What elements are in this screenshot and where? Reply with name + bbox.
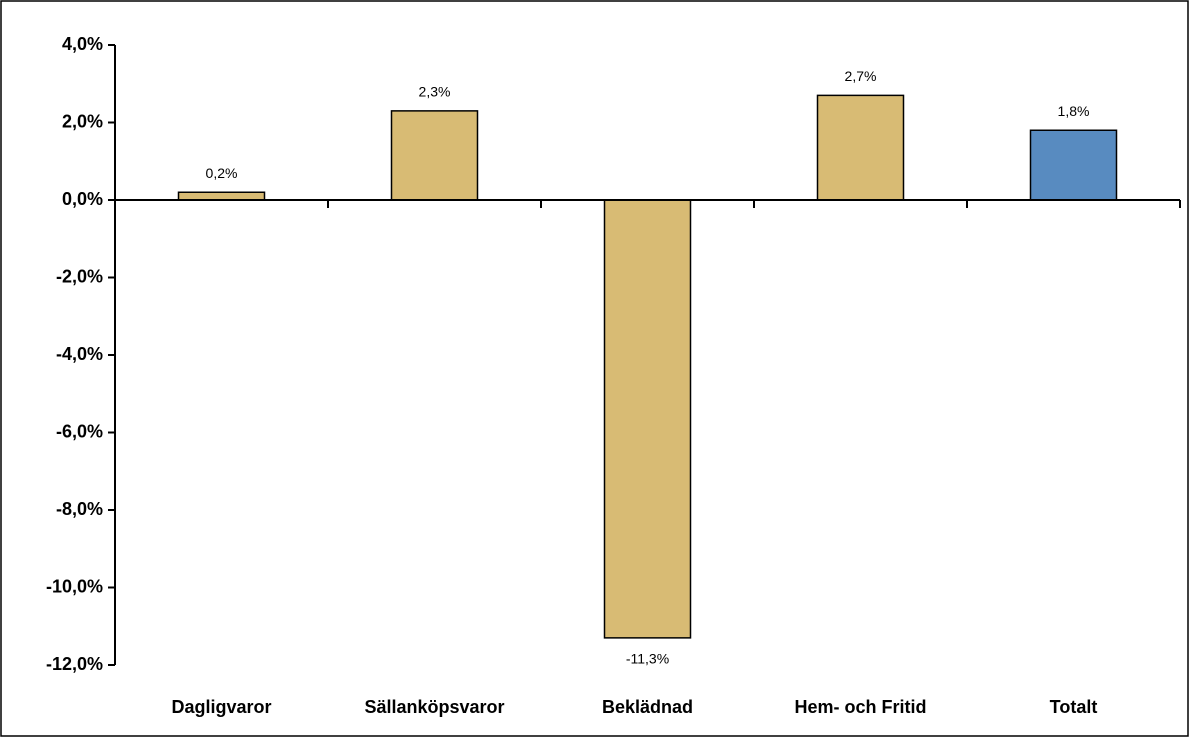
x-tick-label: Totalt xyxy=(1050,697,1098,717)
y-tick-label: 4,0% xyxy=(62,34,103,54)
x-tick-label: Hem- och Fritid xyxy=(794,697,926,717)
data-label: 0,2% xyxy=(206,165,238,181)
y-tick-label: 0,0% xyxy=(62,189,103,209)
bar xyxy=(177,191,266,201)
x-tick-label: Dagligvaror xyxy=(171,697,271,717)
data-label: 2,3% xyxy=(419,84,451,100)
x-tick-label: Beklädnad xyxy=(602,697,693,717)
y-tick-label: 2,0% xyxy=(62,111,103,131)
bar xyxy=(603,199,692,639)
y-tick-label: -2,0% xyxy=(56,266,103,286)
y-tick-label: -8,0% xyxy=(56,499,103,519)
y-tick-label: -10,0% xyxy=(46,576,103,596)
bar xyxy=(816,94,905,201)
x-tick-label: Sällanköpsvaror xyxy=(364,697,504,717)
data-label: 2,7% xyxy=(845,68,877,84)
bar xyxy=(1029,129,1118,201)
y-tick-label: -6,0% xyxy=(56,421,103,441)
data-label: 1,8% xyxy=(1058,103,1090,119)
y-tick-label: -4,0% xyxy=(56,344,103,364)
y-tick-label: -12,0% xyxy=(46,654,103,674)
bar xyxy=(390,110,479,201)
data-label: -11,3% xyxy=(626,651,669,667)
